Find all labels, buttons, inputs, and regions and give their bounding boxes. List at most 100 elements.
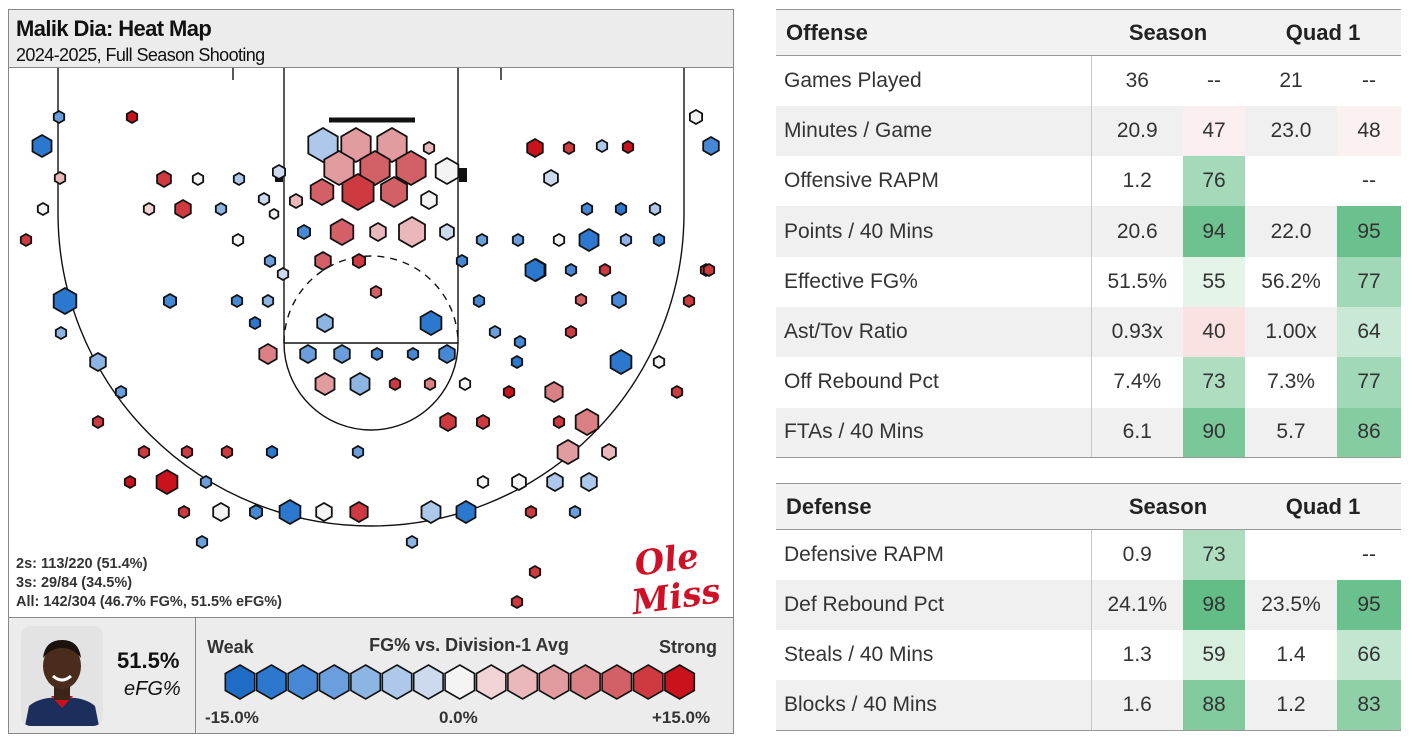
season-value: 1.3	[1122, 643, 1152, 667]
shot-hex	[502, 384, 516, 400]
shot-hex	[544, 380, 564, 404]
shot-hex	[595, 138, 609, 154]
shot-hex	[652, 232, 666, 248]
shot-hex	[263, 253, 277, 269]
shot-hex	[314, 250, 332, 272]
quad1-percentile: --	[1362, 68, 1377, 92]
shot-hex	[123, 474, 137, 490]
shot-hex	[419, 309, 443, 337]
legend-hex-swatch	[538, 664, 570, 700]
defense-header-season: Season	[1091, 483, 1246, 530]
legend-color-scale	[224, 664, 696, 700]
season-percentile: 73	[1183, 529, 1246, 580]
row-label: FTAs / 40 Mins	[776, 407, 1092, 459]
shot-hex	[648, 201, 662, 217]
row-label: Offensive RAPM	[776, 156, 1092, 207]
shot-hex	[220, 444, 234, 460]
table-row: Effective FG% 51.5% 55 56.2% 77	[776, 256, 1402, 307]
shot-hex	[524, 504, 538, 520]
shot-hex	[455, 499, 477, 525]
quad1-percentile: --	[1362, 169, 1377, 193]
shot-hex	[174, 198, 192, 220]
shot-hex	[195, 534, 209, 550]
shot-hex	[288, 192, 304, 210]
shot-hex	[562, 140, 576, 156]
season-percentile: 59	[1183, 630, 1246, 681]
shot-hex	[248, 315, 262, 331]
shot-hex	[299, 343, 317, 365]
quad1-value	[1245, 530, 1337, 580]
season-percentile: 98	[1183, 579, 1246, 631]
quad1-value: 23.5%	[1245, 579, 1338, 631]
shot-hex	[54, 325, 68, 341]
shot-hex	[510, 354, 524, 370]
shot-hex	[543, 168, 559, 188]
all-line: All: 142/304 (46.7% FG%, 51.5% eFG%)	[16, 594, 282, 610]
quad1-percentile: 95	[1337, 206, 1402, 257]
season-value: 7.4%	[1113, 370, 1162, 394]
legend-hex-swatch	[318, 664, 350, 700]
shot-hex	[359, 149, 391, 187]
free-throw-circle-top	[283, 255, 459, 344]
shot-hex	[526, 137, 544, 159]
shot-hex	[351, 444, 365, 460]
shot-hex	[155, 468, 179, 496]
shot-hex	[619, 232, 633, 248]
shot-hex	[472, 293, 486, 309]
quad1-percentile: 77	[1337, 357, 1402, 408]
shot-hex	[455, 253, 469, 269]
shot-hex	[316, 312, 334, 334]
shot-hex	[351, 252, 367, 270]
quad1-value	[1245, 156, 1337, 206]
shot-hex	[329, 217, 355, 247]
table-row: Blocks / 40 Mins 1.6 88 1.2 83	[776, 680, 1402, 732]
shot-hex	[609, 348, 633, 376]
shot-hex	[333, 343, 351, 365]
shot-hex	[423, 376, 437, 392]
shot-hex	[422, 140, 436, 156]
season-value: 24.1%	[1091, 579, 1183, 631]
legend-strong-label: Strong	[659, 637, 717, 657]
shot-hex	[177, 504, 191, 520]
season-value: 0.93x	[1091, 306, 1183, 358]
season-value: 51.5%	[1107, 269, 1168, 293]
title-bar: Malik Dia: Heat Map 2024-2025, Full Seas…	[9, 10, 733, 68]
quad1-value: 22.0	[1245, 206, 1338, 257]
quad1-percentile: 66	[1337, 630, 1402, 681]
shot-hex	[156, 169, 172, 189]
efg-value: 51.5%	[117, 648, 180, 673]
table-row: Minutes / Game 20.9 47 23.0 48	[776, 105, 1402, 157]
shot-hex	[19, 232, 33, 248]
player-photo	[21, 626, 103, 726]
legend-max-label: +15.0%	[652, 708, 711, 727]
shooting-summary: 2s: 113/220 (51.4%) 3s: 29/84 (34.5%) Al…	[16, 555, 282, 612]
shot-hex	[52, 286, 78, 316]
shot-hex	[31, 133, 53, 159]
shot-hex	[268, 207, 280, 221]
shot-hex	[91, 414, 105, 430]
shot-hex	[580, 201, 594, 217]
shot-hex	[434, 156, 460, 186]
shot-hex	[564, 262, 578, 278]
shot-hex	[199, 474, 213, 490]
legend-hex-swatch	[632, 664, 664, 700]
shot-hex	[162, 292, 178, 310]
shot-hex	[578, 227, 600, 253]
shot-hex	[341, 172, 375, 212]
shot-hex	[137, 444, 151, 460]
shot-hex	[564, 324, 578, 340]
quad1-value: 1.2	[1245, 680, 1338, 732]
legend-bar: 51.5% eFG% Weak FG% vs. Division-1 Avg S…	[9, 617, 733, 734]
shot-hex	[36, 201, 50, 217]
offense-header-label: Offense	[776, 9, 1091, 56]
season-percentile: 90	[1183, 407, 1246, 459]
shot-hex	[439, 411, 457, 433]
shot-hex	[475, 232, 489, 248]
row-label: Def Rebound Pct	[776, 579, 1092, 631]
legend-hex-swatch	[444, 664, 476, 700]
legend-weak-label: Weak	[207, 637, 254, 657]
quad1-value: 56.2%	[1261, 269, 1321, 293]
legend-hex-swatch	[507, 664, 539, 700]
shot-hex	[271, 163, 287, 181]
shot-hex	[568, 504, 582, 520]
